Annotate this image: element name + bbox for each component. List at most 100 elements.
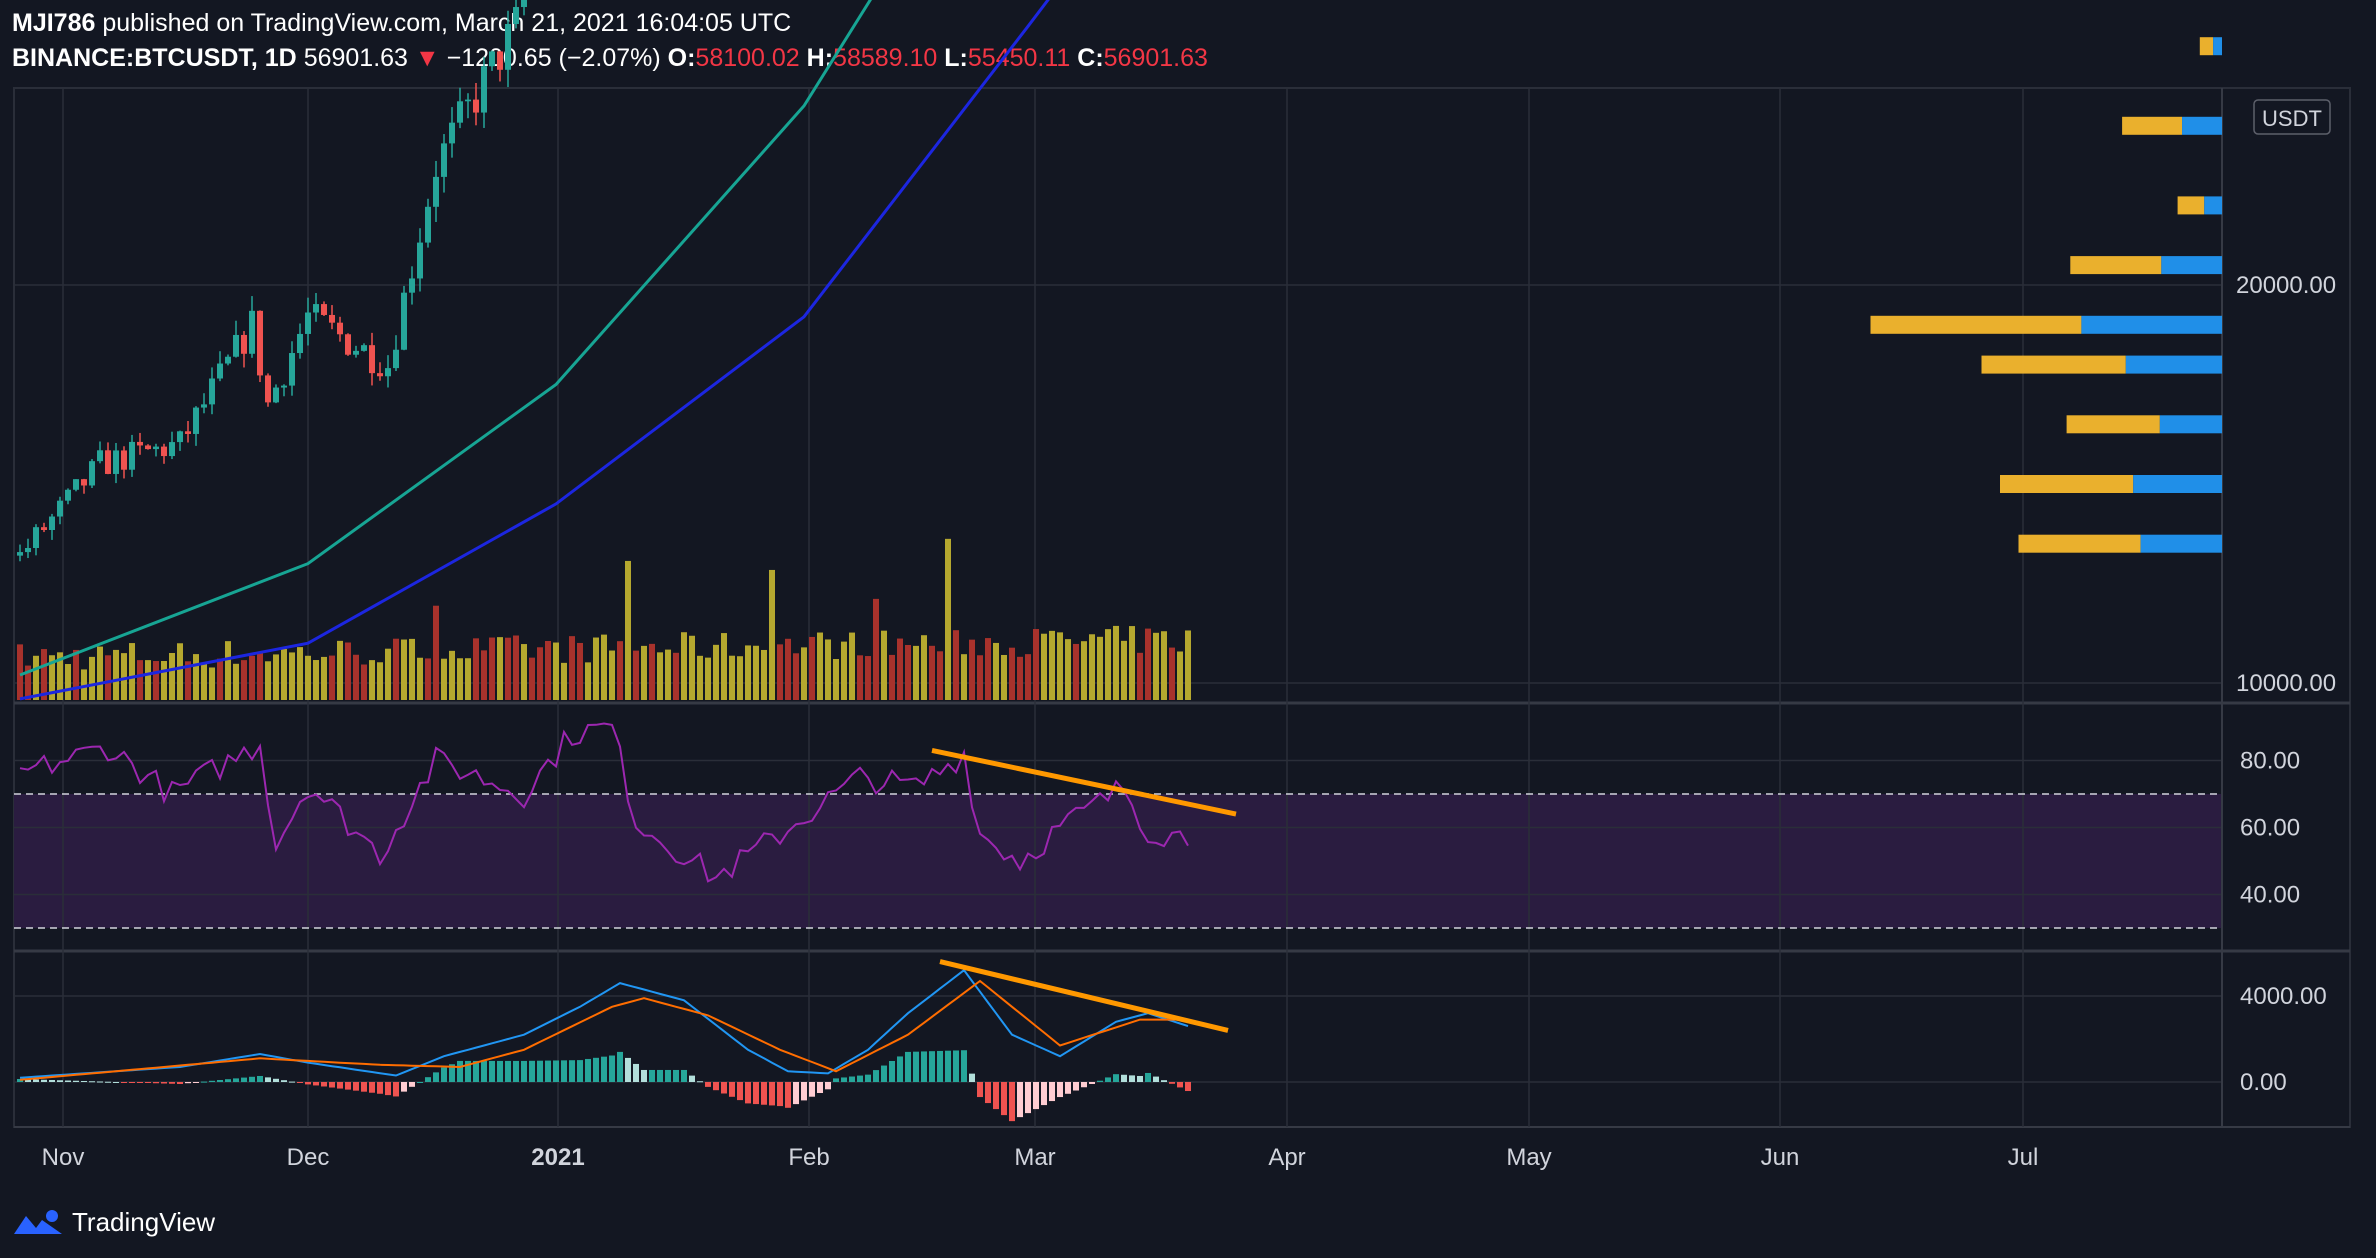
candle — [17, 544, 23, 562]
volume-profile-bar-right — [2161, 256, 2222, 275]
candle — [249, 296, 255, 358]
volume-bar — [129, 643, 135, 700]
volume-bar — [361, 664, 367, 700]
macd-histogram-bar — [337, 1082, 343, 1089]
publication-line: MJI786 published on TradingView.com, Mar… — [12, 6, 2352, 41]
candle-body — [505, 23, 511, 70]
chart-area[interactable]: 10000.0020000.0030000.0040000.0050000.00… — [0, 0, 2376, 1190]
volume-bar — [529, 657, 535, 700]
macd-histogram-bar — [913, 1051, 919, 1082]
macd-histogram-bar — [49, 1079, 55, 1082]
candle-body — [409, 278, 415, 293]
chart-frame — [13, 87, 2351, 1128]
volume-bar — [593, 637, 599, 700]
tradingview-logo[interactable]: TradingView — [12, 1200, 215, 1244]
macd-histogram-bar — [569, 1060, 575, 1082]
macd-histogram-bar — [537, 1060, 543, 1082]
macd-histogram-bar — [1145, 1072, 1151, 1082]
volume-bar — [193, 654, 199, 700]
symbol-label[interactable]: BINANCE:BTCUSDT, 1D — [12, 44, 297, 72]
candle-body — [89, 461, 95, 486]
candle-body — [25, 548, 31, 553]
candle — [505, 10, 511, 88]
macd-histogram-bar — [633, 1063, 639, 1082]
macd-histogram-bar — [625, 1057, 631, 1082]
volume-bar — [41, 649, 47, 700]
macd-histogram-bar — [1073, 1082, 1079, 1091]
candle-body — [337, 322, 343, 335]
candle-body — [393, 349, 399, 369]
volume-bar — [345, 642, 351, 700]
volume-profile-bar-left — [2018, 534, 2141, 553]
volume-bar — [145, 660, 151, 700]
volume-bar — [793, 653, 799, 700]
candle — [217, 351, 223, 382]
macd-histogram-bar — [1161, 1080, 1167, 1082]
macd-histogram-bar — [433, 1072, 439, 1082]
candle-body — [81, 479, 87, 486]
macd-histogram-bar — [953, 1050, 959, 1082]
macd-histogram-bar — [329, 1082, 335, 1088]
volume-bar — [625, 560, 631, 700]
macd-histogram-bar — [681, 1069, 687, 1082]
candle — [185, 420, 191, 443]
macd-histogram-bar — [905, 1051, 911, 1082]
macd-histogram-bar — [273, 1078, 279, 1082]
macd-histogram-bar — [1129, 1075, 1135, 1082]
volume-bar — [225, 641, 231, 700]
candle-body — [281, 385, 287, 388]
macd-histogram-bar — [689, 1075, 695, 1082]
candle-body — [33, 527, 39, 549]
macd-histogram-bar — [977, 1082, 983, 1098]
volume-bar — [489, 637, 495, 700]
macd-histogram-bar — [25, 1079, 31, 1082]
chart-header: MJI786 published on TradingView.com, Mar… — [12, 6, 2352, 76]
macd-histogram-bar — [513, 1060, 519, 1082]
currency-badge[interactable] — [2253, 99, 2331, 135]
volume-bar — [1153, 632, 1159, 700]
down-arrow-icon: ▼ — [414, 44, 440, 72]
candle-body — [441, 143, 447, 177]
volume-bar — [401, 639, 407, 700]
volume-bar — [457, 658, 463, 700]
candle-body — [113, 450, 119, 474]
volume-bar — [433, 605, 439, 700]
volume-bar — [609, 650, 615, 700]
volume-profile-bar-right — [2213, 37, 2222, 56]
author-name[interactable]: MJI786 — [12, 9, 96, 37]
macd-trendline[interactable] — [939, 959, 1229, 1033]
candle-body — [169, 442, 175, 457]
candle — [121, 446, 127, 479]
volume-profile-bar-right — [2140, 534, 2222, 553]
candle-body — [361, 345, 367, 351]
candle — [489, 50, 495, 71]
macd-histogram-bar — [225, 1079, 231, 1082]
volume-bar — [1089, 634, 1095, 700]
volume-bar — [1177, 651, 1183, 700]
volume-profile-bar-right — [2125, 355, 2222, 374]
volume-bar — [1169, 647, 1175, 700]
candle — [425, 198, 431, 248]
candles — [17, 0, 527, 562]
macd-histogram-bar — [641, 1069, 647, 1082]
candle-body — [521, 0, 527, 8]
macd-histogram-bar — [793, 1082, 799, 1105]
candle — [225, 354, 231, 366]
macd-histogram-bar — [169, 1082, 175, 1084]
volume-bar — [825, 639, 831, 700]
volume-bar — [65, 664, 71, 700]
volume-bar — [913, 645, 919, 700]
macd-histogram-bar — [753, 1082, 759, 1105]
rsi-trendline[interactable] — [931, 748, 1237, 817]
macd-histogram-bar — [545, 1060, 551, 1082]
volume-bar — [1129, 626, 1135, 700]
volume-profile-bar-left — [1981, 355, 2126, 374]
macd-histogram-bar — [1065, 1082, 1071, 1094]
volume-bar — [1161, 631, 1167, 700]
ma-slow-line — [19, 0, 1050, 701]
macd-histogram-bar — [809, 1082, 815, 1097]
volume-bar — [17, 644, 23, 700]
volume-bar — [585, 662, 591, 700]
time-axis-label: Dec — [287, 1144, 330, 1171]
macd-histogram-bar — [345, 1082, 351, 1090]
